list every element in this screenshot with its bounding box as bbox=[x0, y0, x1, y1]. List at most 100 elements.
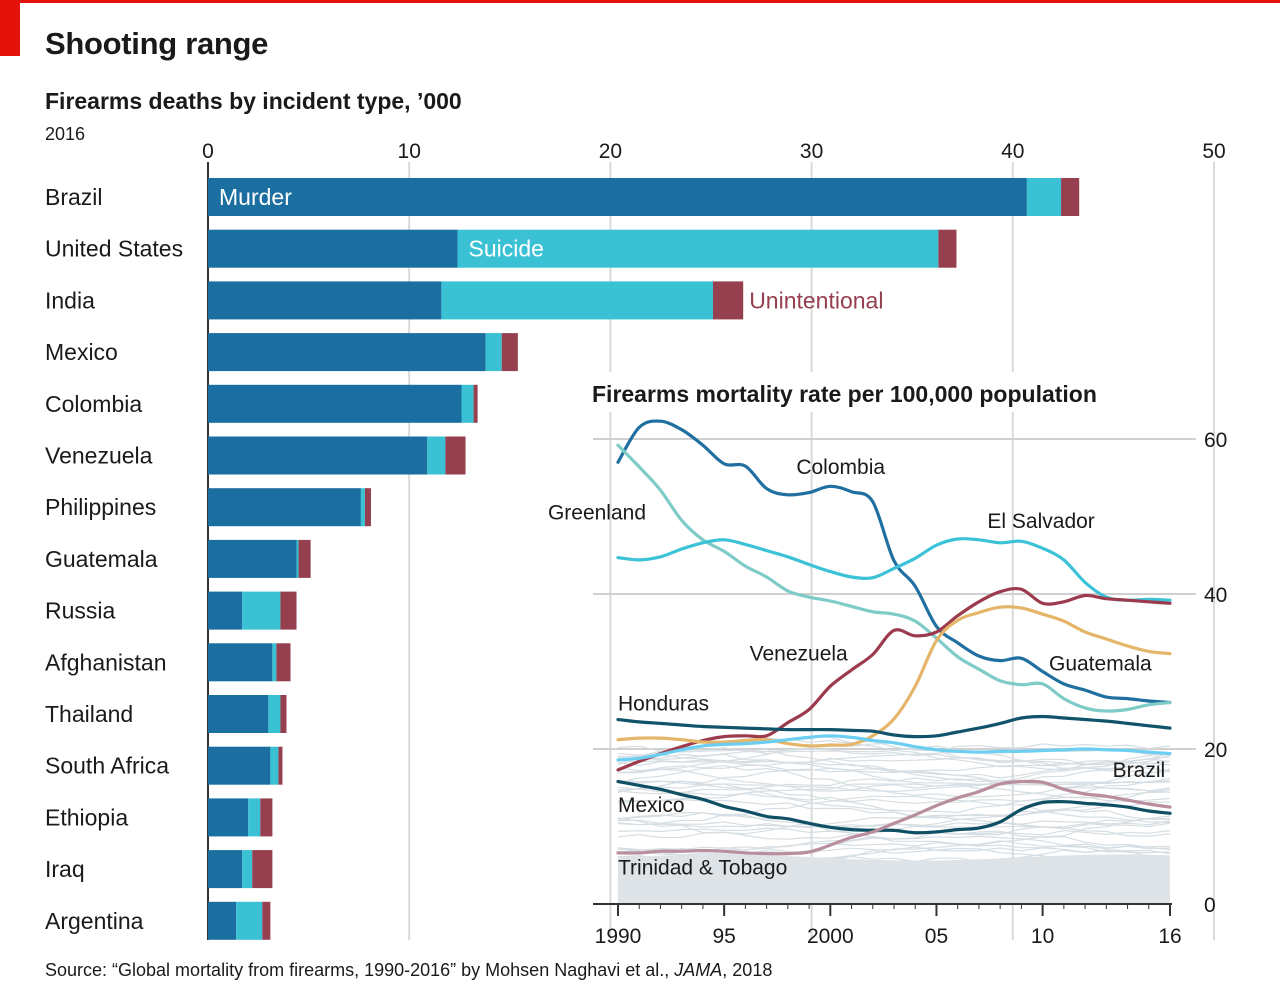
series-line-venezuela bbox=[616, 586, 1172, 772]
bar-segment-unintentional bbox=[252, 850, 273, 889]
country-label: Brazil bbox=[45, 184, 103, 210]
bar-segment-unintentional bbox=[501, 333, 518, 372]
inset-x-tick-label: 05 bbox=[925, 925, 948, 948]
inset-axes: 0 20 40 60 1990 95 2000 05 10 16 bbox=[593, 429, 1227, 948]
bar-segment-unintentional bbox=[473, 384, 478, 423]
country-label: Russia bbox=[45, 598, 116, 624]
inset-series-labels: Colombia Greenland El Salvador Venezuela Gua… bbox=[548, 456, 1165, 880]
bar-segment-unintentional bbox=[298, 539, 311, 578]
bar-segment-unintentional bbox=[262, 901, 271, 940]
series-label-trinidad-tobago: Trinidad & Tobago bbox=[618, 857, 787, 880]
bar-segment-murder bbox=[208, 488, 361, 527]
country-label: Iraq bbox=[45, 856, 85, 882]
country-label: Colombia bbox=[45, 391, 142, 417]
bar-segment-unintentional bbox=[260, 798, 273, 837]
background-country-line bbox=[617, 841, 1171, 851]
series-label-brazil: Brazil bbox=[1113, 759, 1166, 782]
inset-x-tick-label: 95 bbox=[712, 925, 735, 948]
bar-segment-murder bbox=[208, 281, 442, 320]
bar-segment-murder bbox=[208, 643, 273, 682]
bar-segment-suicide bbox=[441, 281, 714, 320]
series-label-venezuela: Venezuela bbox=[750, 643, 848, 666]
country-label: South Africa bbox=[45, 753, 169, 779]
series-line-honduras bbox=[616, 714, 1172, 739]
bar-segment-unintentional bbox=[276, 643, 291, 682]
inset-x-tick-label: 1990 bbox=[595, 925, 642, 948]
bar-segment-suicide bbox=[272, 643, 277, 682]
series-label-el-salvador: El Salvador bbox=[987, 510, 1094, 533]
country-label: Guatemala bbox=[45, 546, 158, 572]
bar-segment-murder bbox=[208, 901, 237, 940]
chart-title: Shooting range bbox=[45, 26, 269, 61]
bar-chart-year: 2016 bbox=[45, 124, 86, 144]
background-country-line bbox=[617, 762, 1171, 786]
country-label: United States bbox=[45, 236, 183, 262]
series-label-mexico: Mexico bbox=[618, 794, 685, 817]
bar-segment-suicide bbox=[427, 436, 446, 475]
country-label: Venezuela bbox=[45, 443, 153, 469]
unintentional-label: Unintentional bbox=[749, 287, 883, 313]
bar-tick-label: 30 bbox=[800, 140, 823, 163]
background-country-line bbox=[617, 779, 1171, 791]
country-label: Afghanistan bbox=[45, 649, 166, 675]
background-country-line bbox=[617, 767, 1171, 792]
series-line-el-salvador bbox=[616, 537, 1172, 602]
bar-segment-suicide bbox=[485, 333, 502, 372]
series-label-honduras: Honduras bbox=[618, 692, 709, 715]
bar-segment-unintentional bbox=[713, 281, 744, 320]
series-line-colombia bbox=[616, 419, 1172, 705]
inset-x-tick-label: 10 bbox=[1031, 925, 1054, 948]
bar-segment-unintentional bbox=[280, 695, 287, 733]
inset-y-tick-label: 20 bbox=[1204, 739, 1227, 762]
background-density-area bbox=[618, 854, 1170, 904]
bar-segment-murder bbox=[208, 333, 486, 372]
bar-segment-murder bbox=[208, 798, 249, 837]
bar-segment-suicide bbox=[461, 384, 474, 423]
series-label-greenland: Greenland bbox=[548, 502, 646, 525]
background-country-line bbox=[617, 795, 1171, 825]
bar-segment-unintentional bbox=[280, 591, 297, 630]
country-label: Thailand bbox=[45, 701, 133, 727]
bar-segment-unintentional bbox=[445, 436, 466, 475]
background-country-line bbox=[617, 765, 1171, 793]
series-line-guatemala bbox=[616, 605, 1172, 748]
bar-tick-label: 0 bbox=[202, 140, 214, 163]
series-label-guatemala: Guatemala bbox=[1049, 653, 1152, 676]
country-label: Philippines bbox=[45, 494, 156, 520]
country-label: India bbox=[45, 287, 95, 313]
series-line-mexico bbox=[616, 779, 1172, 835]
country-label: Ethiopia bbox=[45, 804, 128, 830]
inset-y-tick-label: 60 bbox=[1204, 429, 1227, 452]
country-label: Argentina bbox=[45, 908, 144, 934]
bar-segment-murder bbox=[208, 436, 428, 475]
bar-segment-suicide bbox=[242, 850, 253, 889]
background-country-line bbox=[617, 783, 1171, 803]
background-country-line bbox=[617, 743, 1171, 755]
source-suffix: , 2018 bbox=[722, 960, 773, 980]
source-note: Source: “Global mortality from firearms,… bbox=[45, 960, 772, 981]
bar-segment-suicide bbox=[360, 488, 365, 527]
bar-segment-suicide bbox=[242, 591, 281, 630]
bar-tick-label: 40 bbox=[1001, 140, 1024, 163]
background-country-line bbox=[617, 753, 1171, 786]
brand-tag bbox=[0, 0, 20, 56]
bar-segment-suicide bbox=[457, 229, 939, 268]
series-label-colombia: Colombia bbox=[796, 456, 885, 479]
source-journal: JAMA bbox=[674, 960, 723, 980]
background-country-line bbox=[617, 811, 1171, 846]
series-line-trinidad-tobago bbox=[616, 779, 1172, 856]
bar-segment-murder bbox=[208, 850, 243, 889]
bar-segment-murder bbox=[208, 591, 243, 630]
bar-series bbox=[208, 178, 1080, 940]
inset-series-lines bbox=[616, 419, 1172, 856]
bar-tick-labels: 0 10 20 30 40 50 bbox=[202, 140, 1226, 163]
bar-segment-suicide bbox=[296, 539, 299, 578]
inset-y-tick-label: 0 bbox=[1204, 894, 1216, 917]
series-line-greenland bbox=[616, 443, 1172, 713]
bar-segment-murder bbox=[208, 384, 462, 423]
inset-title-backdrop bbox=[585, 372, 1185, 412]
country-label: Mexico bbox=[45, 339, 118, 365]
bar-tick-label: 20 bbox=[599, 140, 622, 163]
bar-chart-subtitle: Firearms deaths by incident type, ’000 bbox=[45, 88, 462, 114]
